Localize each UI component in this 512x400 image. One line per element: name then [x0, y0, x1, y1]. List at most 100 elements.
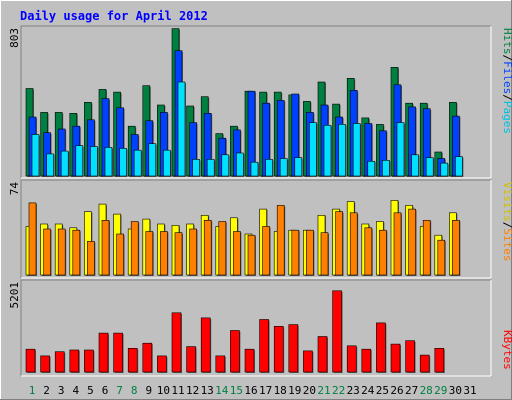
bar-sites-day-3: [57, 228, 66, 276]
bar-pages-day-7: [119, 148, 127, 177]
bar-kbytes-day-20: [303, 350, 313, 373]
legend-sites: Sites: [501, 228, 512, 261]
x-label-day-29: 29: [434, 384, 447, 397]
bar-sites-day-20: [306, 229, 314, 276]
bar-sites-day-18: [276, 205, 285, 276]
legend-hits-panel: Hits/Files/Pages: [501, 28, 512, 134]
bar-kbytes-day-11: [171, 312, 182, 373]
bar-pages-day-16: [250, 161, 259, 177]
svg-text:Hits/Files/Pages: Hits/Files/Pages: [501, 28, 512, 134]
x-label-day-5: 5: [87, 384, 94, 397]
x-label-day-13: 13: [201, 384, 214, 397]
x-label-day-24: 24: [361, 384, 375, 397]
bar-sites-day-28: [422, 220, 431, 276]
x-label-day-9: 9: [145, 384, 152, 397]
x-label-day-18: 18: [274, 384, 287, 397]
bar-pages-day-26: [396, 122, 405, 177]
bar-kbytes-day-12: [186, 346, 196, 373]
bar-kbytes-day-10: [157, 355, 167, 373]
x-label-day-28: 28: [420, 384, 433, 397]
x-label-day-31: 31: [463, 384, 476, 397]
bar-sites-day-23: [349, 212, 358, 276]
hits-ymax-label: 803: [8, 28, 21, 48]
svg-text:Visits/Sites: Visits/Sites: [501, 182, 512, 262]
x-label-day-19: 19: [288, 384, 301, 397]
bar-kbytes-day-14: [215, 355, 226, 373]
bar-pages-day-22: [338, 124, 346, 177]
bar-pages-day-29: [440, 162, 449, 177]
bar-kbytes-day-22: [332, 290, 342, 373]
bar-pages-day-6: [104, 147, 113, 177]
bar-kbytes-day-19: [288, 324, 299, 373]
bars-layer: [25, 28, 464, 373]
x-label-day-26: 26: [390, 384, 403, 397]
bar-pages-day-8: [133, 149, 142, 177]
legend-kbytes: KBytes: [501, 330, 512, 370]
bar-kbytes-day-13: [200, 317, 211, 373]
x-label-day-17: 17: [259, 384, 272, 397]
bar-sites-day-7: [116, 233, 124, 276]
bar-pages-day-20: [309, 122, 317, 177]
bar-sites-day-24: [364, 227, 373, 276]
bar-pages-day-1: [31, 134, 40, 177]
x-label-day-2: 2: [43, 384, 50, 397]
chart-title: Daily usage for April 2012: [20, 9, 208, 23]
x-label-day-15: 15: [230, 384, 243, 397]
bar-kbytes-day-26: [390, 343, 401, 373]
bar-kbytes-day-9: [142, 342, 153, 373]
x-label-day-30: 30: [449, 384, 462, 397]
legend-visits-panel: Visits/Sites: [501, 182, 512, 262]
bar-pages-day-2: [46, 153, 54, 177]
legend-kbytes-panel: KBytes: [501, 330, 512, 370]
bar-sites-day-27: [408, 208, 416, 276]
bar-sites-day-12: [189, 228, 197, 276]
bar-kbytes-day-29: [434, 347, 445, 373]
bar-kbytes-day-8: [127, 347, 138, 373]
bar-sites-day-14: [218, 221, 227, 276]
x-label-day-16: 16: [244, 384, 257, 397]
bar-kbytes-day-23: [346, 345, 357, 373]
kbytes-ymax-label: 5201: [8, 282, 21, 309]
bar-pages-day-25: [382, 160, 390, 177]
bar-kbytes-day-3: [54, 351, 65, 373]
bar-pages-day-3: [60, 150, 69, 177]
x-label-day-27: 27: [405, 384, 418, 397]
bar-sites-day-6: [101, 220, 110, 276]
bar-sites-day-15: [233, 231, 241, 276]
x-label-day-25: 25: [376, 384, 389, 397]
bar-pages-day-23: [352, 123, 361, 177]
bar-pages-day-12: [192, 159, 200, 177]
bar-kbytes-day-7: [113, 332, 123, 373]
visits-ymax-label: 74: [8, 182, 21, 196]
bar-pages-day-14: [221, 154, 230, 177]
x-label-day-21: 21: [317, 384, 330, 397]
bar-kbytes-day-25: [376, 322, 386, 373]
bar-sites-day-16: [247, 234, 256, 276]
legend-visits: Visits: [501, 182, 512, 222]
x-label-day-14: 14: [215, 384, 229, 397]
bar-kbytes-day-27: [405, 340, 415, 373]
bar-sites-day-26: [393, 212, 402, 276]
bar-kbytes-day-18: [273, 325, 284, 373]
bar-sites-day-21: [320, 232, 329, 276]
x-label-day-22: 22: [332, 384, 345, 397]
bar-pages-day-10: [163, 149, 171, 177]
bar-sites-day-17: [262, 226, 270, 276]
bar-sites-day-29: [437, 239, 446, 276]
x-label-day-7: 7: [116, 384, 123, 397]
bar-kbytes-day-24: [361, 348, 372, 373]
bar-pages-day-17: [265, 159, 273, 177]
bar-sites-day-19: [291, 229, 300, 276]
x-label-day-11: 11: [171, 384, 184, 397]
bar-sites-day-11: [174, 232, 183, 276]
x-label-day-20: 20: [303, 384, 316, 397]
x-label-day-10: 10: [157, 384, 170, 397]
bar-kbytes-day-2: [40, 355, 50, 373]
x-label-day-8: 8: [131, 384, 138, 397]
x-label-day-23: 23: [347, 384, 360, 397]
legend-files: Files: [501, 61, 512, 94]
x-label-day-1: 1: [29, 384, 36, 397]
bar-sites-day-10: [160, 231, 168, 276]
bar-sites-day-5: [87, 241, 95, 276]
